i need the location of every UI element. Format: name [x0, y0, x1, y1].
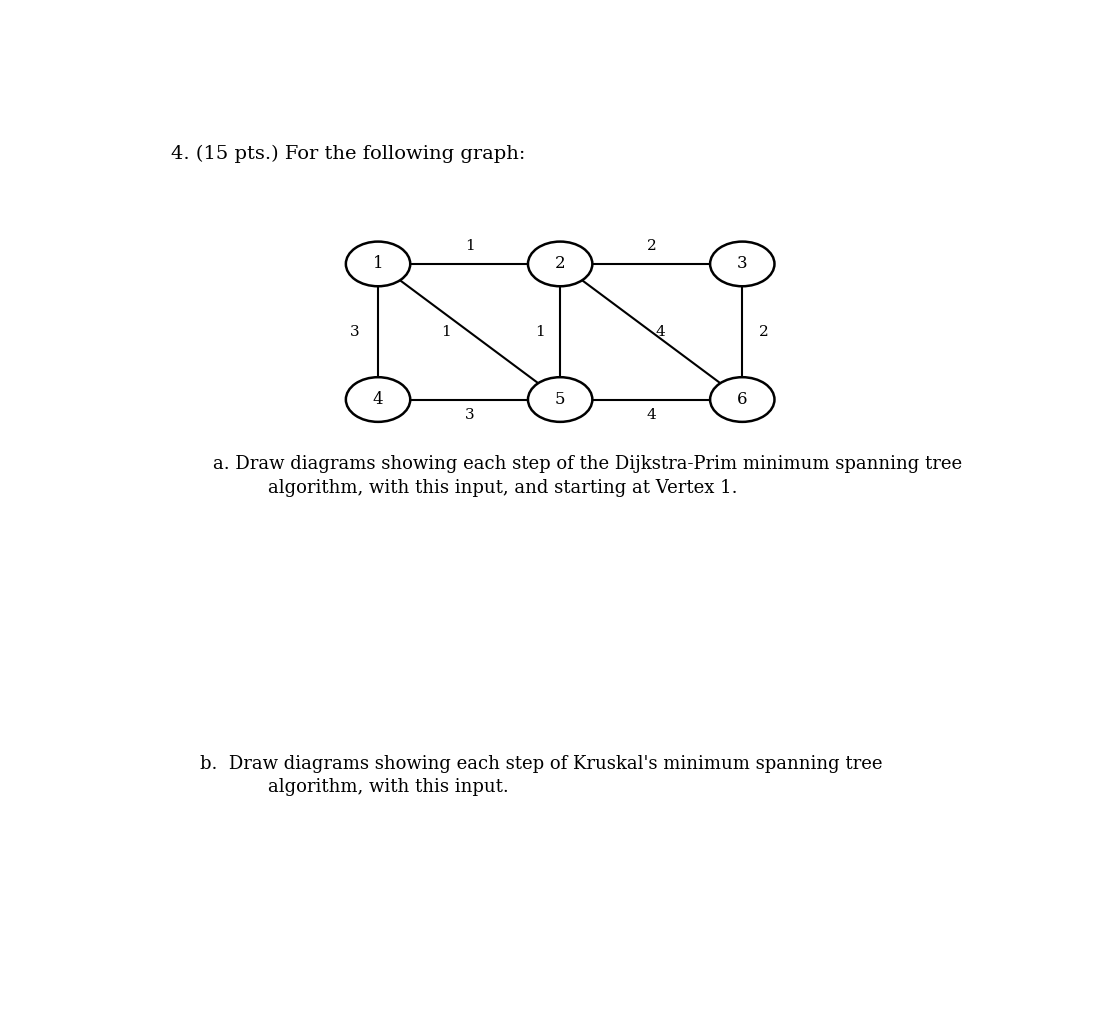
Text: 1: 1 — [440, 324, 450, 339]
Text: 4: 4 — [373, 391, 384, 408]
Text: 4. (15 pts.) For the following graph:: 4. (15 pts.) For the following graph: — [171, 144, 525, 163]
Text: 4: 4 — [647, 408, 657, 423]
Text: 5: 5 — [555, 391, 565, 408]
Ellipse shape — [710, 241, 775, 286]
Text: 3: 3 — [737, 256, 748, 272]
Text: 1: 1 — [373, 256, 384, 272]
Text: b.  Draw diagrams showing each step of Kruskal's minimum spanning tree: b. Draw diagrams showing each step of Kr… — [200, 754, 883, 773]
Text: 2: 2 — [555, 256, 565, 272]
Text: 3: 3 — [351, 324, 360, 339]
Text: algorithm, with this input.: algorithm, with this input. — [268, 778, 508, 797]
Text: 6: 6 — [737, 391, 748, 408]
Ellipse shape — [345, 241, 410, 286]
Ellipse shape — [528, 377, 592, 422]
Ellipse shape — [710, 377, 775, 422]
Text: 2: 2 — [647, 238, 657, 253]
Text: 3: 3 — [465, 408, 474, 423]
Text: a. Draw diagrams showing each step of the Dijkstra-Prim minimum spanning tree: a. Draw diagrams showing each step of th… — [213, 456, 962, 473]
Text: 4: 4 — [655, 324, 665, 339]
Ellipse shape — [345, 377, 410, 422]
Text: 1: 1 — [465, 238, 474, 253]
Text: 2: 2 — [759, 324, 768, 339]
Ellipse shape — [528, 241, 592, 286]
Text: 1: 1 — [534, 324, 544, 339]
Text: algorithm, with this input, and starting at Vertex 1.: algorithm, with this input, and starting… — [268, 480, 738, 497]
